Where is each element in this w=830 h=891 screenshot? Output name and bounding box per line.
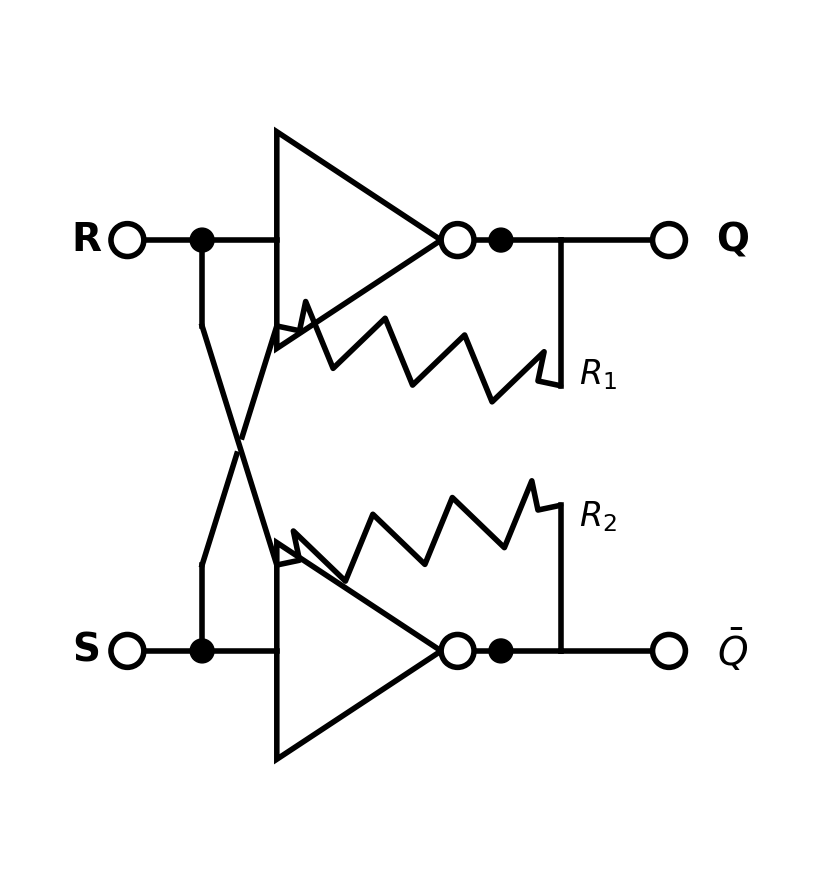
Circle shape [111,634,144,667]
Circle shape [652,224,686,257]
Circle shape [489,639,513,663]
Text: Q: Q [716,221,749,259]
Text: $R_2$: $R_2$ [579,499,618,534]
Text: R: R [71,221,101,259]
Circle shape [190,228,214,252]
Circle shape [442,224,474,257]
Text: S: S [72,632,100,670]
Circle shape [442,634,474,667]
Circle shape [111,224,144,257]
Circle shape [489,228,513,252]
Circle shape [190,639,214,663]
Circle shape [652,634,686,667]
Text: $R_1$: $R_1$ [579,357,618,392]
Text: $\bar{Q}$: $\bar{Q}$ [717,627,748,674]
